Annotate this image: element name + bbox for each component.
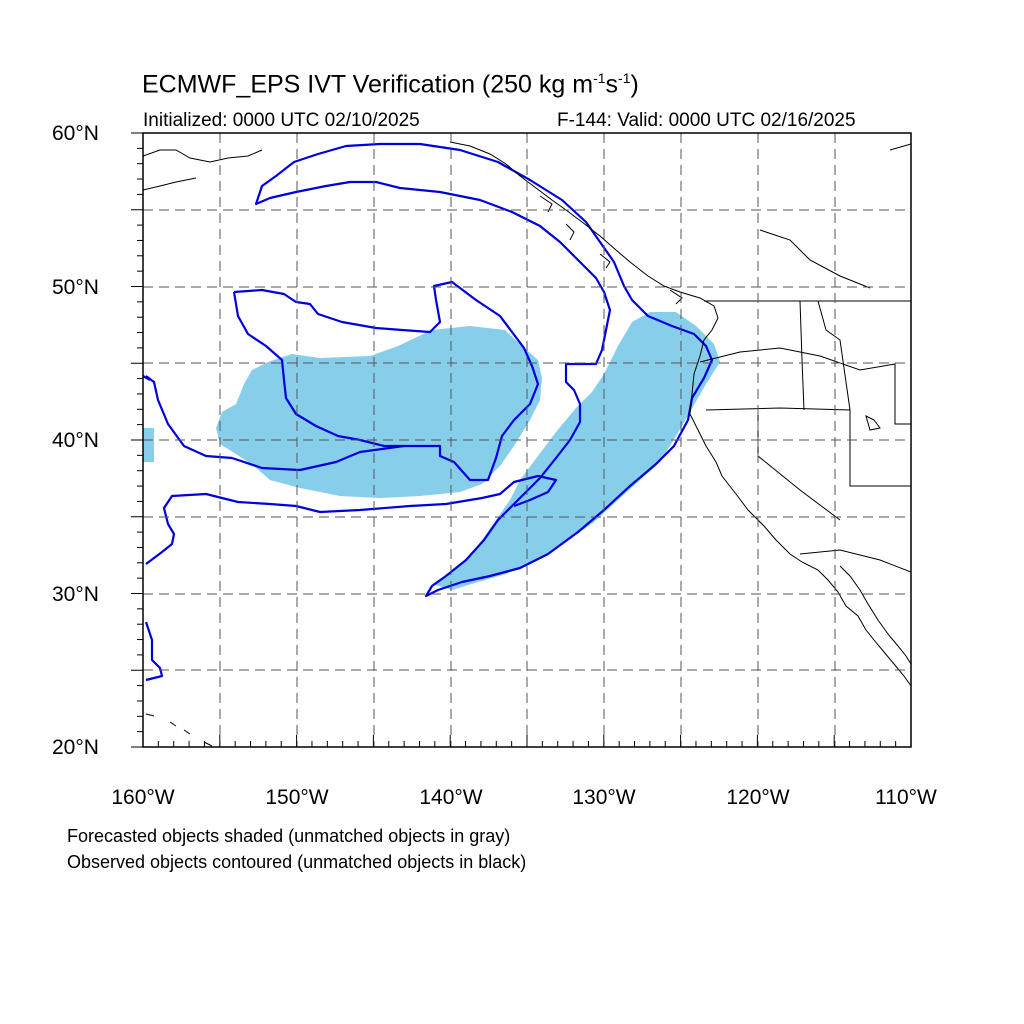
axis-ticks xyxy=(131,132,912,748)
observed-contour-south xyxy=(145,474,558,565)
lon-label-140w: 140°W xyxy=(419,786,483,809)
coast-northeast xyxy=(889,143,911,151)
forecast-object-edge xyxy=(143,428,154,462)
border-state-5 xyxy=(817,300,851,411)
lon-label-150w: 150°W xyxy=(265,786,329,809)
lat-label-40: 40°N xyxy=(52,429,99,452)
border-state-2 xyxy=(705,407,911,487)
lat-label-30: 30°N xyxy=(52,583,99,606)
border-mexico xyxy=(799,549,911,573)
border-state-1 xyxy=(699,347,911,425)
coast-hawaii xyxy=(145,713,213,747)
lat-label-60: 60°N xyxy=(52,122,99,145)
lon-label-120w: 120°W xyxy=(726,786,790,809)
forecast-object-west xyxy=(216,326,542,498)
coast-aleutian xyxy=(143,177,197,191)
legend-note-observed: Observed objects contoured (unmatched ob… xyxy=(67,852,527,872)
coast-baja xyxy=(839,565,911,665)
lon-label-110w: 110°W xyxy=(875,786,937,809)
border-state-4 xyxy=(799,300,805,411)
lat-label-50: 50°N xyxy=(52,276,99,299)
lon-label-130w: 130°W xyxy=(572,786,636,809)
observed-contour-west xyxy=(145,280,540,482)
forecast-object-east xyxy=(432,312,720,590)
coast-north-america xyxy=(449,141,911,687)
initialized-label: Initialized: 0000 UTC 02/10/2025 xyxy=(143,110,420,131)
grid xyxy=(143,133,911,747)
observed-contour-north xyxy=(254,142,714,598)
forecast-objects xyxy=(143,312,720,590)
lat-label-20: 20°N xyxy=(52,736,99,759)
legend-note-forecast: Forecasted objects shaded (unmatched obj… xyxy=(67,826,511,846)
coast-inland-1 xyxy=(759,229,871,289)
observed-contour-edge xyxy=(143,375,151,381)
lake-1 xyxy=(865,415,881,431)
map-title: ECMWF_EPS IVT Verification (250 kg m-1s-… xyxy=(142,70,639,99)
islands-bc xyxy=(539,195,683,305)
observed-contour-southwest xyxy=(144,621,164,682)
valid-time-label: F-144: Valid: 0000 UTC 02/16/2025 xyxy=(557,110,856,131)
lon-label-160w: 160°W xyxy=(111,786,175,809)
coast-alaska xyxy=(143,149,263,163)
border-state-3 xyxy=(757,410,841,521)
